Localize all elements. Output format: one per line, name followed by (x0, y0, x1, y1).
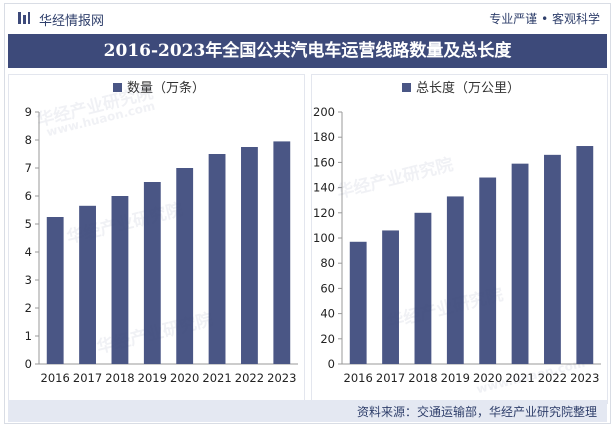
y-tick-label: 3 (25, 273, 32, 287)
y-tick-label: 2 (25, 301, 32, 315)
bar (176, 168, 194, 364)
x-tick-label: 2022 (538, 371, 567, 385)
y-tick-label: 200 (313, 105, 335, 119)
x-tick-label: 2019 (138, 371, 167, 385)
bar (241, 147, 258, 364)
count-bar-chart: 数量（万条） 0 1 2 3 4 5 6 7 8 9 2016 2017 2018 2019 2020 2021… (25, 80, 298, 385)
y-tick-label: 160 (313, 155, 335, 169)
brand-name: 华经情报网 (39, 14, 105, 29)
y-tick-label: 8 (25, 133, 32, 147)
x-tick-label: 2019 (441, 371, 470, 385)
bar (273, 141, 291, 364)
bar (479, 177, 497, 364)
y-tick-label: 40 (320, 307, 335, 321)
legend-label: 数量（万条） (127, 80, 205, 96)
x-tick-label: 2016 (41, 371, 70, 385)
x-tick-label: 2021 (202, 371, 231, 385)
y-tick-label: 5 (25, 217, 32, 231)
bar (511, 163, 529, 364)
x-tick-label: 2016 (344, 371, 373, 385)
x-tick-label: 2020 (170, 371, 199, 385)
bar (111, 196, 129, 364)
infographic-frame: 华经情报网 专业严谨 • 客观科学 2016-2023年全国公共汽电车运营线路数… (4, 3, 611, 424)
y-tick-label: 0 (328, 357, 335, 371)
bar (446, 196, 464, 364)
top-bar: 华经情报网 专业严谨 • 客观科学 (5, 4, 610, 32)
x-tick-label: 2022 (235, 371, 264, 385)
chart-panel-length: 总长度（万公里） 0 20 40 60 80 100 120 140 160 180 200 2016 2… (311, 74, 608, 404)
y-tick-label: 4 (25, 245, 32, 259)
bar (414, 212, 432, 364)
y-tick-label: 140 (313, 181, 335, 195)
y-tick-label: 180 (313, 130, 335, 144)
x-tick-label: 2021 (505, 371, 534, 385)
bar (79, 205, 96, 364)
legend-swatch (402, 83, 411, 92)
bar (382, 230, 399, 364)
x-tick-label: 2023 (267, 371, 296, 385)
bar (544, 154, 561, 364)
x-tick-label: 2017 (73, 371, 102, 385)
bar (143, 182, 161, 364)
brand-logo-icon (18, 12, 30, 24)
y-tick-label: 9 (25, 105, 32, 119)
y-tick-label: 60 (320, 281, 335, 295)
source-note: 资料来源：交通运输部，华经产业研究院整理 (356, 405, 597, 419)
x-tick-label: 2018 (408, 371, 437, 385)
y-tick-label: 1 (25, 329, 32, 343)
x-tick-label: 2018 (105, 371, 134, 385)
y-tick-label: 120 (313, 206, 335, 220)
bar (576, 146, 594, 364)
y-tick-label: 7 (25, 161, 32, 175)
y-tick-label: 80 (320, 256, 335, 270)
legend-swatch (113, 83, 122, 92)
y-tick-label: 0 (25, 357, 32, 371)
footer-bar: 资料来源：交通运输部，华经产业研究院整理 (8, 400, 607, 422)
x-tick-label: 2023 (570, 371, 599, 385)
y-tick-label: 6 (25, 189, 32, 203)
x-tick-label: 2020 (473, 371, 502, 385)
chart-panel-count: 数量（万条） 0 1 2 3 4 5 6 7 8 9 2016 2017 2018 2019 2020 2021… (8, 74, 305, 404)
bar (208, 154, 226, 364)
brand-slogan: 专业严谨 • 客观科学 (489, 12, 600, 26)
bar (46, 217, 64, 364)
y-tick-label: 100 (313, 231, 335, 245)
legend-label: 总长度（万公里） (416, 80, 520, 96)
y-tick-label: 20 (320, 332, 335, 346)
bar (349, 241, 367, 364)
chart-title: 2016-2023年全国公共汽电车运营线路数量及总长度 (8, 34, 607, 68)
x-tick-label: 2017 (376, 371, 405, 385)
